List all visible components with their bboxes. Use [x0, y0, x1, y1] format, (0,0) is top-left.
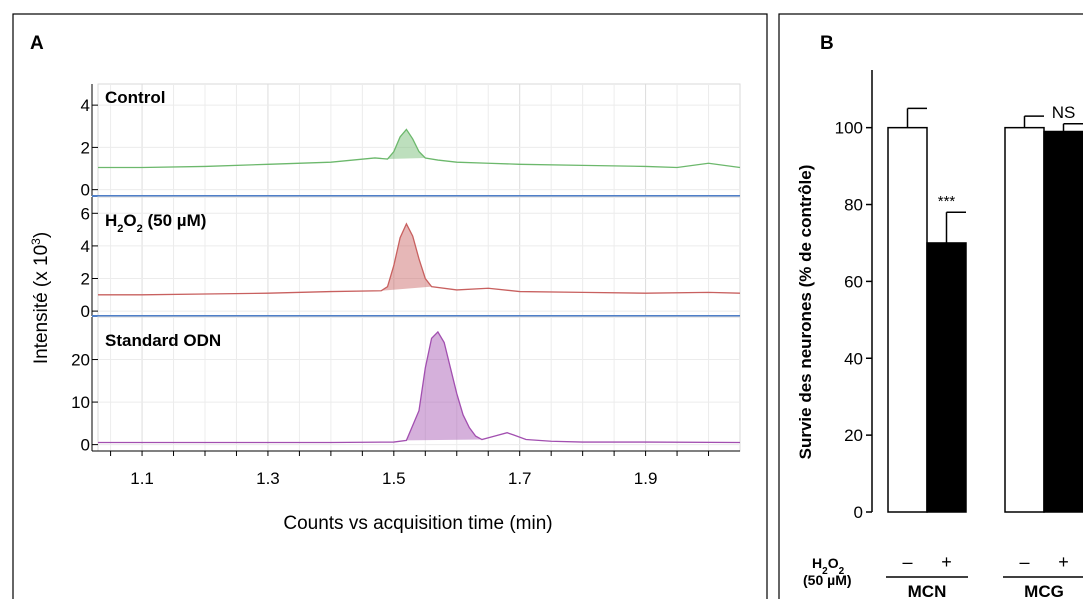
- x-tick-label: 1.3: [256, 469, 280, 488]
- y-tick-label: 6: [81, 204, 90, 223]
- y-tick-label: 20: [71, 351, 90, 370]
- series-label-odn: Standard ODN: [105, 331, 221, 350]
- bar-y-tick-label: 40: [844, 349, 863, 368]
- y-tick-label: 10: [71, 393, 90, 412]
- significance-label: NS: [1052, 103, 1076, 122]
- y-tick-label: 4: [81, 237, 90, 256]
- y-tick-label: 0: [81, 302, 90, 321]
- panel-a-ylabel: Intensité (x 103): [29, 232, 52, 364]
- bar-chart: 0 20 40 60 80 100 – + *** MCN – + NS MCG: [835, 70, 1083, 599]
- x-tick-label: 1.5: [382, 469, 406, 488]
- treatment-sign: –: [1019, 552, 1029, 572]
- treatment-label: H2O2: [812, 555, 845, 577]
- y-tick-label: 2: [81, 270, 90, 289]
- series-line-h2o2: [98, 222, 741, 296]
- treatment-concentration: (50 µM): [803, 572, 852, 588]
- bar-mcn-minus: [887, 126, 928, 513]
- y-tick-label: 4: [81, 96, 90, 115]
- panel-b-label: B: [820, 33, 834, 54]
- significance-label: ***: [938, 193, 956, 210]
- subplot-control-area: [97, 83, 741, 197]
- series-line-control: [98, 128, 741, 169]
- x-tick-label: 1.1: [130, 469, 154, 488]
- x-tick-label: 1.9: [634, 469, 658, 488]
- bar-mcg-minus: [1004, 126, 1045, 513]
- bar-y-tick-label: 80: [844, 196, 863, 215]
- series-line-standard-odn: [98, 330, 741, 444]
- bar-mcg-plus: [1043, 130, 1083, 513]
- bar-y-tick-label: 60: [844, 272, 863, 291]
- treatment-sign: +: [941, 552, 952, 572]
- peak-area-h2o2: [381, 223, 432, 291]
- y-tick-label: 0: [81, 181, 90, 200]
- peak-area-standard-odn: [406, 331, 482, 441]
- y-tick-label: 0: [81, 436, 90, 455]
- subplot-control: 0 2 4 Control: [81, 83, 741, 200]
- x-axis-ticks: 1.1 1.3 1.5 1.7 1.9: [110, 451, 710, 488]
- bar-y-tick-label: 20: [844, 426, 863, 445]
- group-label-mcg: MCG: [1024, 582, 1064, 599]
- treatment-sign: +: [1058, 552, 1069, 572]
- subplot-standard-odn: 0 10 20 Standard ODN: [71, 316, 741, 455]
- bar-y-tick-label: 100: [835, 119, 863, 138]
- bar-y-tick-label: 0: [854, 503, 863, 522]
- x-tick-label: 1.7: [508, 469, 532, 488]
- panel-a-label: A: [30, 33, 44, 54]
- peak-area-control: [387, 129, 426, 160]
- group-label-mcn: MCN: [908, 582, 947, 599]
- bar-mcn-plus: [926, 242, 967, 513]
- panel-a-xlabel: Counts vs acquisition time (min): [283, 513, 552, 534]
- series-label-control: Control: [105, 88, 165, 107]
- panel-b-ylabel: Survie des neurones (% de contrôle): [796, 165, 815, 460]
- treatment-sign: –: [902, 552, 912, 572]
- y-tick-label: 2: [81, 138, 90, 157]
